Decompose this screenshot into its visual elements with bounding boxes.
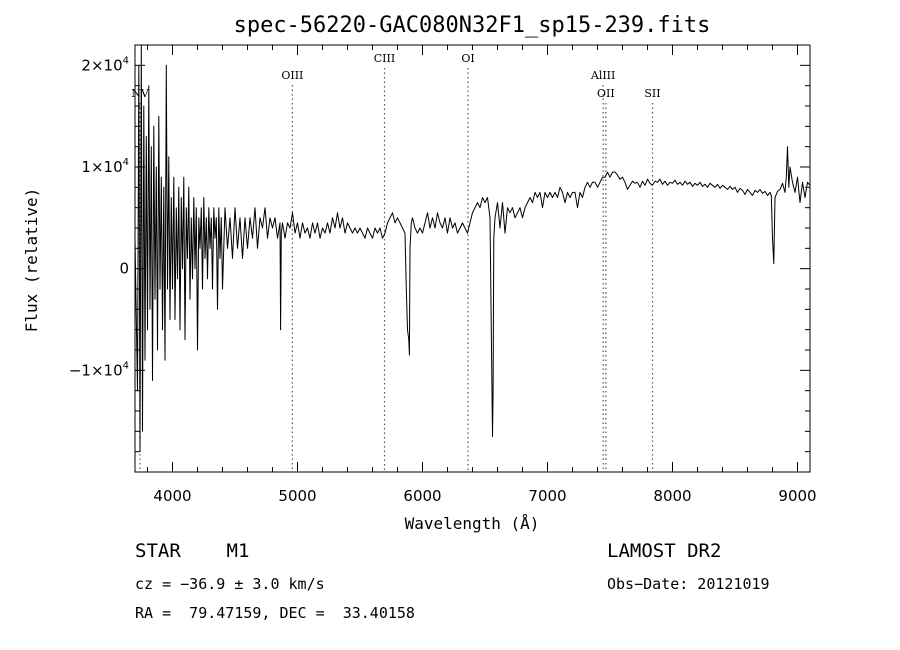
plot-area: NV OIII CIII OI AlIII OII SII 4000 5000 6000 7000 8… (69, 44, 817, 505)
spectral-line-label: AlIII (590, 69, 616, 82)
chart-title: spec-56220-GAC080N32F1_sp15-239.fits (234, 13, 711, 38)
x-tick-label: 4000 (153, 487, 191, 505)
observation-date: Obs−Date: 20121019 (607, 575, 770, 593)
spectral-line-label: OI (461, 52, 474, 65)
x-tick-label: 6000 (403, 487, 441, 505)
coordinates: RA = 79.47159, DEC = 33.40158 (135, 604, 415, 622)
survey-name: LAMOST DR2 (607, 540, 722, 562)
spectral-line-label: OII (597, 87, 615, 100)
y-tick-exponent: 4 (123, 157, 129, 168)
y-tick-label: −1×104 (69, 360, 129, 379)
x-tick-label: 7000 (528, 487, 566, 505)
spectral-line-label: OIII (281, 69, 303, 82)
y-tick-label: 1×104 (81, 157, 129, 176)
plot-frame (134, 44, 811, 473)
spectral-line-label: SII (644, 87, 660, 100)
redshift-velocity: cz = −36.9 ± 3.0 km/s (135, 575, 325, 593)
y-tick-exponent: 4 (123, 55, 129, 66)
y-tick-label: 2×104 (81, 55, 129, 74)
y-tick-exponent: 4 (123, 360, 129, 371)
y-tick-label: 0 (119, 260, 129, 278)
x-tick-label: 5000 (278, 487, 316, 505)
x-tick-label: 9000 (778, 487, 816, 505)
y-axis-label: Flux (relative) (22, 188, 41, 333)
spectral-line-label: NV (131, 87, 150, 100)
object-class: STAR M1 (135, 540, 250, 562)
x-tick-label: 8000 (653, 487, 691, 505)
spectrum-series-line (134, 44, 811, 453)
spectral-line-label: CIII (374, 52, 395, 65)
x-axis-label: Wavelength (Å) (405, 514, 540, 533)
